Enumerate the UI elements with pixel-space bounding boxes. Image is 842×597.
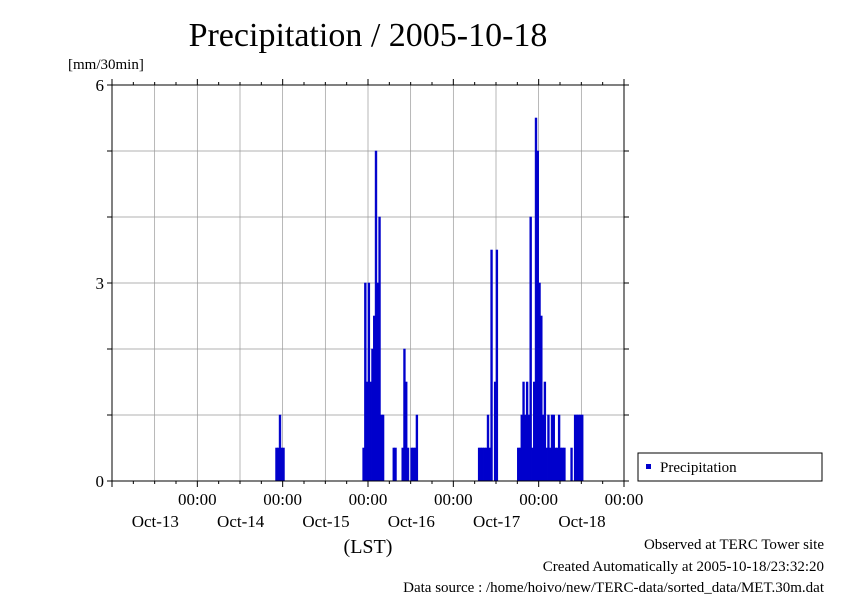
x-tick-time-label: 00:00 [519, 490, 558, 509]
precip-bar [415, 414, 419, 482]
x-tick-time-label: 00:00 [263, 490, 302, 509]
footer-created: Created Automatically at 2005-10-18/23:3… [542, 559, 824, 575]
precip-bar [495, 249, 499, 482]
legend: Precipitation [637, 452, 823, 482]
x-tick-time-label: 00:00 [178, 490, 217, 509]
x-axis-ticks: 00:00Oct-1300:00Oct-1400:00Oct-1500:00Oc… [111, 79, 644, 531]
chart-title: Precipitation / 2005-10-18 [189, 17, 548, 54]
precip-bar [282, 447, 285, 482]
precip-bar [394, 447, 397, 482]
x-tick-date-label: Oct-18 [558, 512, 605, 531]
y-tick-label: 6 [96, 76, 105, 95]
precip-bar [563, 447, 566, 482]
x-tick-date-label: Oct-15 [302, 512, 349, 531]
precip-bar [406, 447, 410, 482]
x-axis-label: (LST) [344, 536, 393, 558]
precip-bar [570, 447, 573, 482]
bars-group [275, 117, 584, 482]
precip-bar [490, 249, 493, 482]
x-tick-date-label: Oct-17 [473, 512, 521, 531]
x-tick-time-label: 00:00 [349, 490, 388, 509]
x-tick-time-label: 00:00 [434, 490, 473, 509]
x-tick-time-label: 00:00 [605, 490, 644, 509]
x-tick-date-label: Oct-14 [217, 512, 265, 531]
precip-bar [529, 216, 532, 482]
legend-entry-precipitation: Precipitation [660, 460, 737, 476]
y-axis-label: [mm/30min] [68, 57, 144, 73]
legend-swatch [646, 464, 651, 469]
y-tick-label: 0 [96, 472, 105, 491]
legend-box [637, 452, 823, 482]
y-axis-ticks: 0 3 6 [96, 76, 629, 491]
precip-bar [581, 414, 584, 482]
x-tick-date-label: Oct-13 [132, 512, 179, 531]
footer-data-source: Data source : /home/hoivo/new/TERC-data/… [403, 580, 824, 596]
x-tick-date-label: Oct-16 [388, 512, 435, 531]
footer-observed: Observed at TERC Tower site [643, 537, 824, 553]
precip-bar [381, 414, 385, 482]
y-tick-label: 3 [96, 274, 105, 293]
